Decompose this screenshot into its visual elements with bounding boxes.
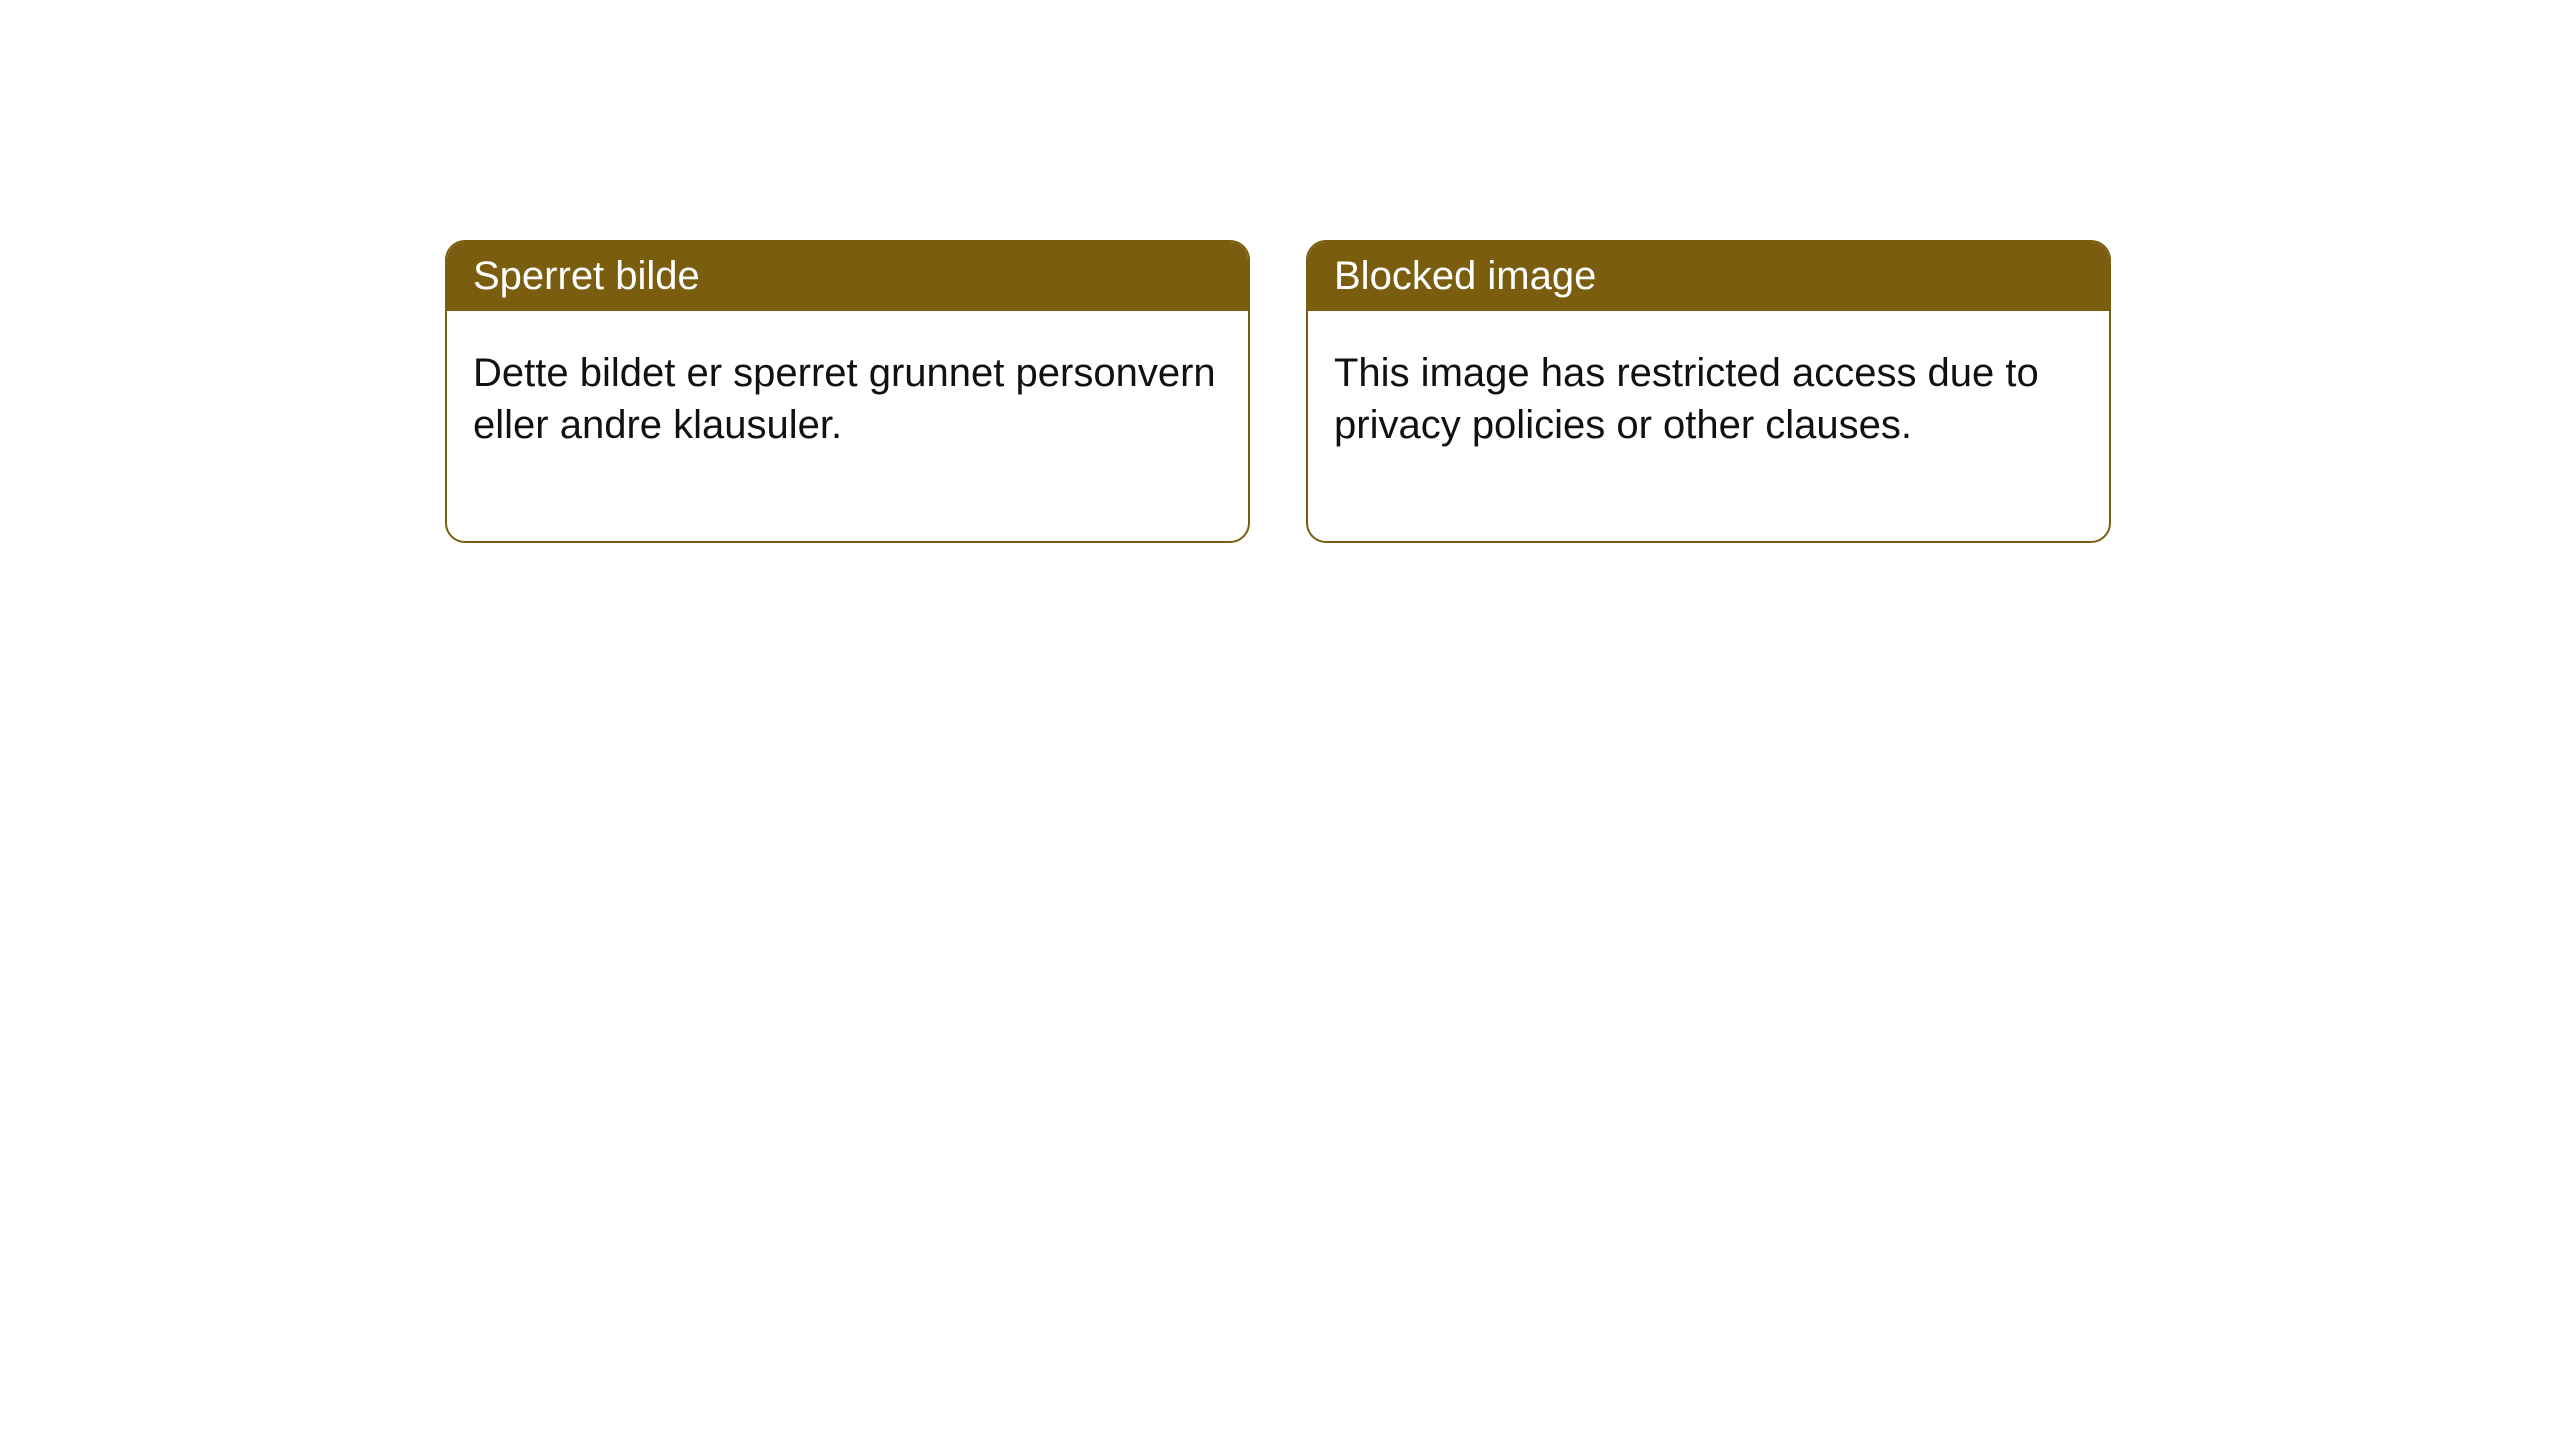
blocked-image-card-norwegian: Sperret bilde Dette bildet er sperret gr… <box>445 240 1250 543</box>
card-body-text: Dette bildet er sperret grunnet personve… <box>447 311 1248 541</box>
card-title: Sperret bilde <box>447 242 1248 311</box>
card-body-text: This image has restricted access due to … <box>1308 311 2109 541</box>
blocked-image-card-english: Blocked image This image has restricted … <box>1306 240 2111 543</box>
card-title: Blocked image <box>1308 242 2109 311</box>
blocked-image-cards: Sperret bilde Dette bildet er sperret gr… <box>445 240 2560 543</box>
